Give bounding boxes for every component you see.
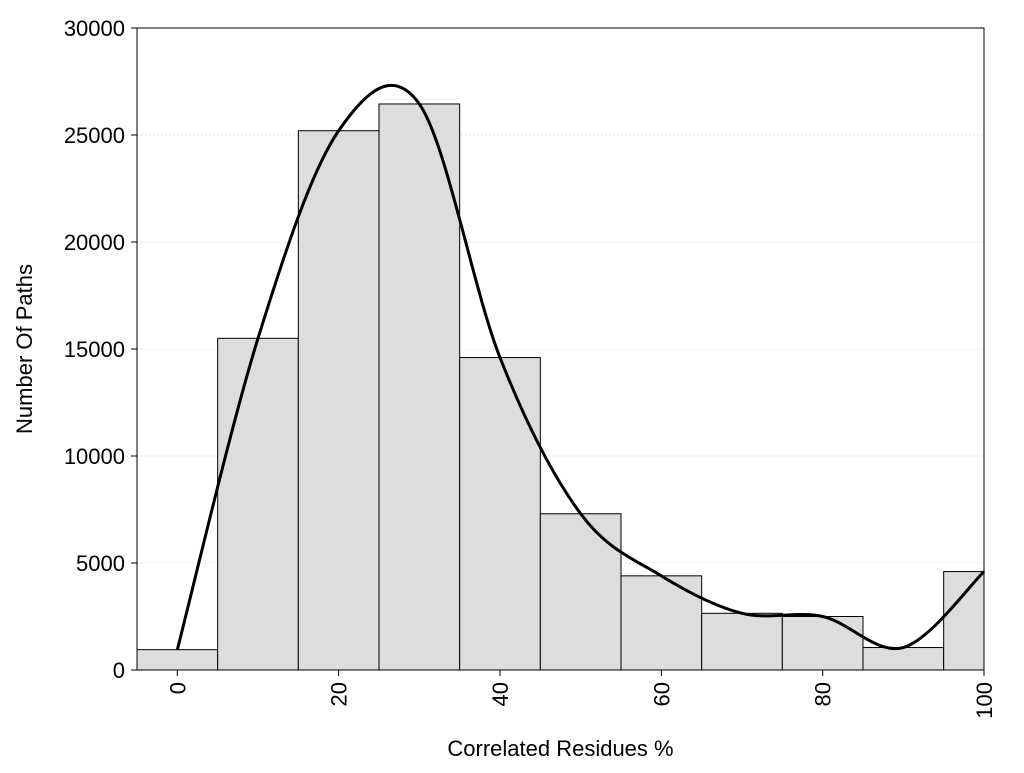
y-tick-label: 5000: [76, 551, 125, 576]
y-axis-ticks: 0 5000 10000 15000 20000 25000 30000: [64, 16, 137, 683]
histogram-bar: [459, 357, 541, 671]
histogram-bar: [217, 337, 299, 671]
histogram-bar: [781, 616, 864, 671]
x-tick-label: 80: [811, 682, 836, 706]
x-tick-label: 0: [165, 682, 190, 694]
histogram-bar: [943, 571, 985, 671]
x-tick-label: 60: [649, 682, 674, 706]
y-tick-label: 20000: [64, 230, 125, 255]
histogram-bar: [136, 649, 219, 671]
y-tick-label: 30000: [64, 16, 125, 41]
y-axis-title: Number Of Paths: [12, 264, 37, 434]
x-tick-label: 100: [972, 682, 997, 719]
histogram-bar: [539, 513, 622, 671]
histogram-bars: [136, 103, 985, 671]
y-tick-label: 10000: [64, 444, 125, 469]
curve-line: [175, 83, 986, 651]
y-tick-label: 0: [113, 658, 125, 683]
histogram-bar: [378, 103, 461, 671]
histogram-bar: [862, 647, 945, 671]
smoothed-curve: [175, 83, 986, 651]
histogram-bar: [297, 130, 380, 671]
y-tick-label: 15000: [64, 337, 125, 362]
x-tick-label: 40: [488, 682, 513, 706]
histogram-bar: [620, 575, 703, 671]
histogram-bar: [701, 612, 783, 671]
x-tick-label: 20: [327, 682, 352, 706]
y-tick-label: 25000: [64, 123, 125, 148]
x-axis-ticks: 0 20 40 60 80 100: [165, 670, 997, 719]
x-axis-title: Correlated Residues %: [447, 736, 673, 761]
